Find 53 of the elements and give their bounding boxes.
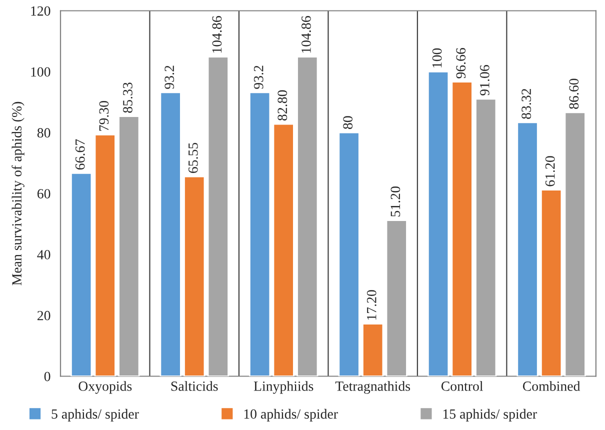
y-tick-label: 40 <box>37 250 50 260</box>
bar <box>184 176 206 376</box>
bar <box>207 56 229 376</box>
bar <box>362 323 384 376</box>
bar <box>248 92 271 376</box>
y-tick-label: 80 <box>37 128 50 138</box>
data-label: 91.06 <box>480 65 490 96</box>
y-tick-label: 0 <box>44 372 50 382</box>
bar <box>338 132 360 376</box>
data-label: 83.32 <box>522 88 532 119</box>
legend-label: 10 aphids/ spider <box>244 408 338 422</box>
y-tick-label: 20 <box>38 310 50 320</box>
data-label: 93.2 <box>164 66 174 89</box>
bar <box>296 56 318 376</box>
data-label: 51.20 <box>390 186 400 216</box>
data-label: 85.33 <box>123 82 132 113</box>
data-label: 79.30 <box>99 100 109 131</box>
data-label: 65.55 <box>188 142 198 173</box>
data-label: 86.60 <box>569 78 579 109</box>
bar <box>386 220 408 376</box>
y-tick-label: 60 <box>37 189 50 198</box>
bar <box>118 116 140 376</box>
x-tick-label: Control <box>441 381 484 391</box>
bar <box>427 70 450 376</box>
bar <box>160 92 182 376</box>
y-tick-label: 100 <box>31 67 50 77</box>
x-tick-label: Oxyopids <box>78 381 132 394</box>
y-axis-title: Mean survivability of aphids (%) <box>12 102 24 286</box>
data-label: 80 <box>343 116 353 130</box>
data-label: 100 <box>432 48 442 68</box>
data-label: 93.2 <box>254 66 264 89</box>
x-tick-label: Salticids <box>171 381 218 391</box>
data-label: 82.80 <box>278 90 288 120</box>
y-tick-label: 120 <box>31 6 50 16</box>
bar <box>475 98 497 376</box>
bar <box>94 134 116 376</box>
bar <box>272 123 294 376</box>
legend-label: 5 aphids/ spider <box>52 408 139 422</box>
x-tick-label: Tetragnathids <box>335 381 410 394</box>
bar <box>540 189 562 376</box>
x-tick-label: Linyphiids <box>254 381 314 394</box>
bar <box>70 172 92 376</box>
bar <box>564 112 586 376</box>
bar <box>516 122 538 376</box>
data-label: 66.67 <box>75 139 85 170</box>
legend-label: 15 aphids/ spider <box>443 408 537 422</box>
data-label: 61.20 <box>545 156 555 186</box>
data-label: 17.20 <box>366 290 376 320</box>
data-label: 104.86 <box>301 16 311 53</box>
bar <box>451 81 473 376</box>
data-label: 104.86 <box>212 16 222 53</box>
data-label: 96.66 <box>456 48 466 78</box>
x-tick-label: Combined <box>522 381 580 391</box>
